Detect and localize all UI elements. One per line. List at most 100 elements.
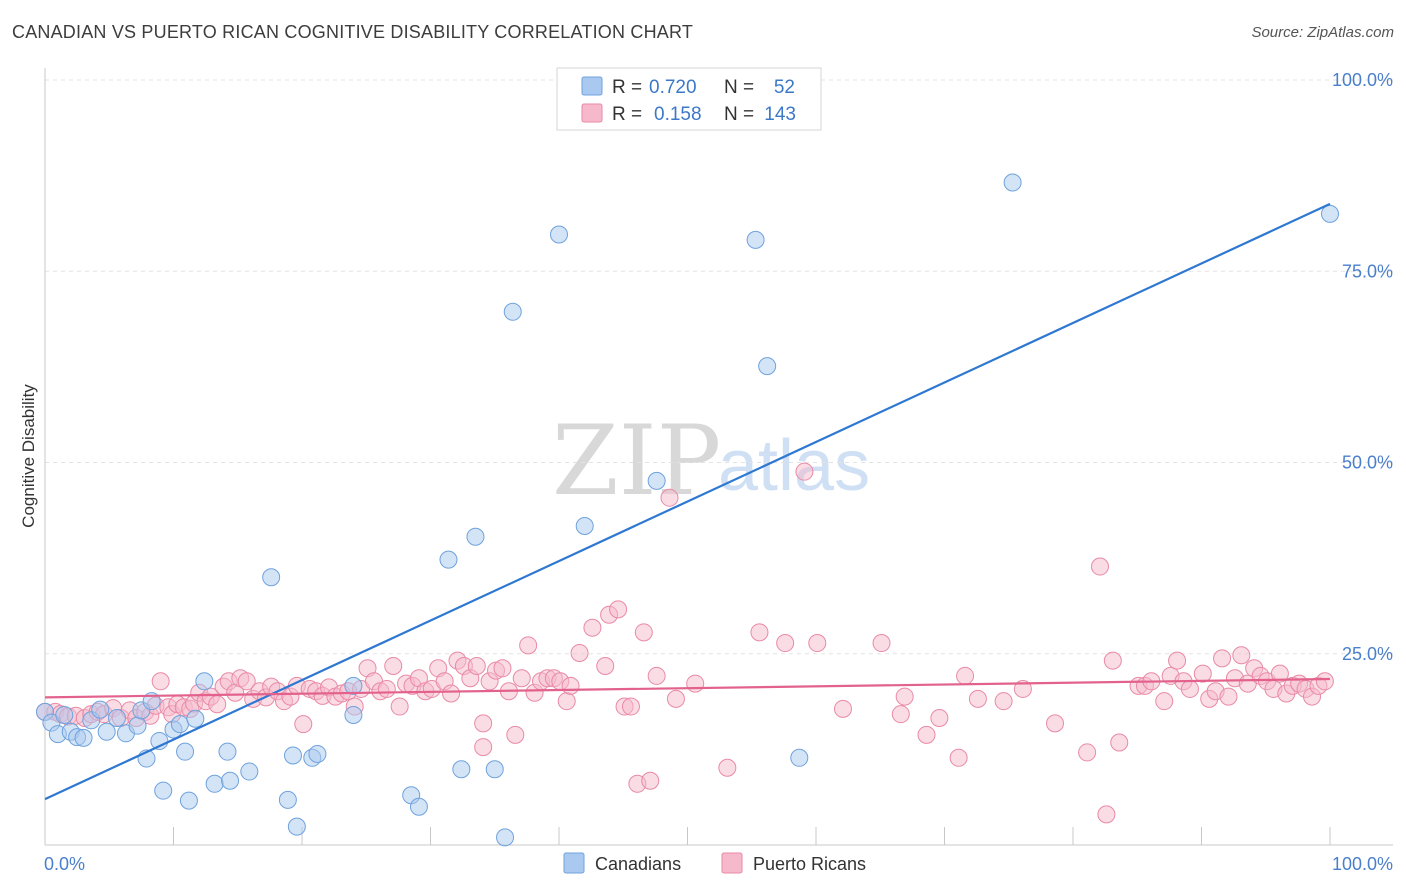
stats-r-value-canadians: 0.720 xyxy=(649,77,697,98)
point-puerto-ricans xyxy=(660,488,679,507)
point-puerto-ricans xyxy=(776,634,795,653)
point-canadians xyxy=(409,797,428,816)
point-canadians xyxy=(107,709,126,728)
point-puerto-ricans xyxy=(1013,679,1032,698)
point-canadians xyxy=(466,527,485,546)
point-puerto-ricans xyxy=(493,659,512,678)
point-puerto-ricans xyxy=(557,692,576,711)
chart-title: CANADIAN VS PUERTO RICAN COGNITIVE DISAB… xyxy=(12,22,694,42)
point-puerto-ricans xyxy=(968,689,987,708)
point-puerto-ricans xyxy=(596,656,615,675)
watermark-zip: ZIP xyxy=(552,405,721,517)
gridlines xyxy=(45,79,1393,655)
point-canadians xyxy=(91,700,110,719)
y-tick-label: 75.0% xyxy=(1342,261,1393,281)
point-canadians xyxy=(790,748,809,767)
point-puerto-ricans xyxy=(930,709,949,728)
point-canadians xyxy=(746,230,765,249)
point-puerto-ricans xyxy=(561,676,580,695)
point-puerto-ricans xyxy=(750,623,769,642)
point-puerto-ricans xyxy=(994,692,1013,711)
point-puerto-ricans xyxy=(895,687,914,706)
point-puerto-ricans xyxy=(1046,714,1065,733)
trend-lines xyxy=(44,202,1331,801)
point-canadians xyxy=(176,742,195,761)
point-canadians xyxy=(308,744,327,763)
point-canadians xyxy=(221,771,240,790)
x-ticks xyxy=(44,827,1331,845)
point-canadians xyxy=(1003,173,1022,192)
point-puerto-ricans xyxy=(294,715,313,734)
point-canadians xyxy=(439,550,458,569)
point-puerto-ricans xyxy=(666,689,685,708)
point-puerto-ricans xyxy=(583,618,602,637)
stats-n-value-canadians: 52 xyxy=(774,77,795,98)
legend: Canadians Puerto Ricans xyxy=(563,852,866,874)
point-canadians xyxy=(287,817,306,836)
trendline-canadians xyxy=(44,202,1331,801)
point-puerto-ricans xyxy=(647,666,666,685)
x-tick-label-min: 0.0% xyxy=(44,854,85,874)
point-puerto-ricans xyxy=(609,600,628,619)
point-puerto-ricans xyxy=(1078,743,1097,762)
stats-r-label-canadians: R = xyxy=(612,77,642,98)
y-axis-title: Cognitive Disability xyxy=(19,384,38,528)
point-canadians xyxy=(55,705,74,724)
point-puerto-ricans xyxy=(151,672,170,691)
y-tick-label: 100.0% xyxy=(1332,70,1393,90)
point-puerto-ricans xyxy=(634,623,653,642)
point-canadians xyxy=(1321,204,1339,223)
legend-swatch-canadians xyxy=(563,852,585,874)
y-tick-label: 25.0% xyxy=(1342,644,1393,664)
point-puerto-ricans xyxy=(208,695,227,714)
point-canadians xyxy=(262,568,281,587)
point-puerto-ricans xyxy=(442,684,461,703)
point-puerto-ricans xyxy=(1097,805,1116,824)
point-canadians xyxy=(195,672,214,691)
point-puerto-ricans xyxy=(474,714,493,733)
point-puerto-ricans xyxy=(1315,672,1334,691)
point-puerto-ricans xyxy=(718,758,737,777)
point-puerto-ricans xyxy=(384,656,403,675)
source-label: Source: ZipAtlas.com xyxy=(1251,24,1394,41)
point-canadians xyxy=(74,728,93,747)
point-canadians xyxy=(179,791,198,810)
point-puerto-ricans xyxy=(1168,651,1187,670)
point-canadians xyxy=(647,471,666,490)
stats-swatch-puerto-ricans xyxy=(581,103,603,123)
point-puerto-ricans xyxy=(949,748,968,767)
stats-r-label-puerto-ricans: R = xyxy=(612,104,642,125)
scatter-points xyxy=(36,173,1339,847)
point-puerto-ricans xyxy=(1213,649,1232,668)
point-puerto-ricans xyxy=(1180,679,1199,698)
point-puerto-ricans xyxy=(917,725,936,744)
point-puerto-ricans xyxy=(1090,557,1109,576)
point-puerto-ricans xyxy=(833,699,852,718)
point-canadians xyxy=(278,790,297,809)
point-puerto-ricans xyxy=(956,666,975,685)
point-canadians xyxy=(218,742,237,761)
point-puerto-ricans xyxy=(1232,646,1251,665)
point-canadians xyxy=(284,746,303,765)
point-canadians xyxy=(758,357,777,376)
point-puerto-ricans xyxy=(795,462,814,481)
point-canadians xyxy=(452,760,471,779)
legend-label-canadians: Canadians xyxy=(595,854,681,874)
stats-n-value-puerto-ricans: 143 xyxy=(764,104,796,125)
point-puerto-ricans xyxy=(808,634,827,653)
point-canadians xyxy=(503,302,522,321)
point-canadians xyxy=(485,760,504,779)
point-canadians xyxy=(240,762,259,781)
point-puerto-ricans xyxy=(467,656,486,675)
point-puerto-ricans xyxy=(891,705,910,724)
point-puerto-ricans xyxy=(512,669,531,688)
point-canadians xyxy=(154,781,173,800)
point-puerto-ricans xyxy=(519,636,538,655)
point-puerto-ricans xyxy=(1110,733,1129,752)
y-tick-label: 50.0% xyxy=(1342,453,1393,473)
stats-n-label-puerto-ricans: N = xyxy=(724,104,754,125)
point-canadians xyxy=(575,516,594,535)
point-puerto-ricans xyxy=(1193,664,1212,683)
legend-swatch-puerto-ricans xyxy=(721,852,743,874)
